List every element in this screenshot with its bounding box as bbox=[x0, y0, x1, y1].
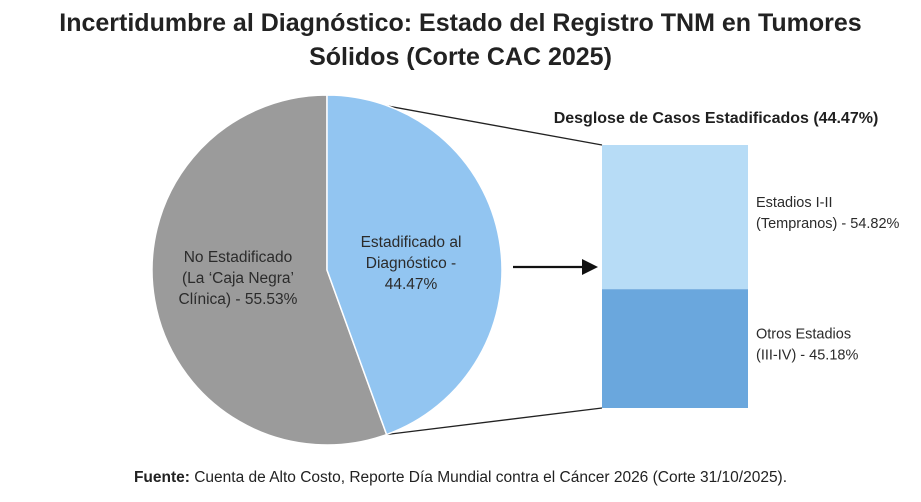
arrow-icon bbox=[513, 259, 598, 275]
chart-title: Incertidumbre al Diagnóstico: Estado del… bbox=[0, 6, 921, 74]
connector-line-bottom bbox=[386, 407, 603, 436]
stacked-bar bbox=[602, 145, 748, 408]
pie-slice-staged bbox=[326, 94, 503, 436]
bar-segment-early bbox=[602, 145, 748, 290]
chart-title-line-1: Incertidumbre al Diagnóstico: Estado del… bbox=[59, 9, 862, 37]
pie-label-line: Clínica) - 55.53% bbox=[179, 291, 298, 308]
pie-label-not-staged: No Estadificado (La ‘Caja Negra’ Clínica) … bbox=[179, 249, 298, 308]
pie-label-line: (La ‘Caja Negra’ bbox=[182, 270, 294, 287]
pie-label-line: 44.47% bbox=[385, 276, 438, 293]
bar-label-early: Estadios I-II (Tempranos) - 54.82% bbox=[756, 195, 900, 232]
pie-label-line: No Estadificado bbox=[184, 249, 293, 266]
bar-label-line: (III-IV) - 45.18% bbox=[756, 348, 858, 364]
pie-label-line: Diagnóstico - bbox=[366, 255, 456, 272]
arrow-head bbox=[582, 259, 598, 275]
breakdown-title: Desglose de Casos Estadificados (44.47%) bbox=[554, 110, 879, 127]
stacked-bar-labels: Estadios I-II (Tempranos) - 54.82% Otros E… bbox=[756, 195, 900, 363]
bar-label-line: (Tempranos) - 54.82% bbox=[756, 216, 900, 232]
source-note: Fuente: Cuenta de Alto Costo, Reporte Dí… bbox=[0, 469, 921, 487]
pie-chart bbox=[151, 94, 503, 446]
source-text: Cuenta de Alto Costo, Reporte Día Mundia… bbox=[194, 469, 788, 486]
bar-label-other: Otros Estadios (III-IV) - 45.18% bbox=[756, 327, 858, 364]
bar-segment-other bbox=[602, 289, 748, 408]
source-label: Fuente: bbox=[133, 469, 190, 486]
chart-title-line-2: Sólidos (Corte CAC 2025) bbox=[309, 43, 612, 71]
pie-labels: No Estadificado (La ‘Caja Negra’ Clínica) … bbox=[179, 234, 462, 308]
bar-label-line: Otros Estadios bbox=[756, 327, 851, 343]
bar-label-line: Estadios I-II bbox=[756, 195, 833, 211]
pie-slice-not-staged bbox=[151, 94, 388, 446]
pie-label-staged: Estadificado al Diagnóstico - 44.47% bbox=[361, 234, 462, 293]
pie-label-line: Estadificado al bbox=[361, 234, 462, 251]
